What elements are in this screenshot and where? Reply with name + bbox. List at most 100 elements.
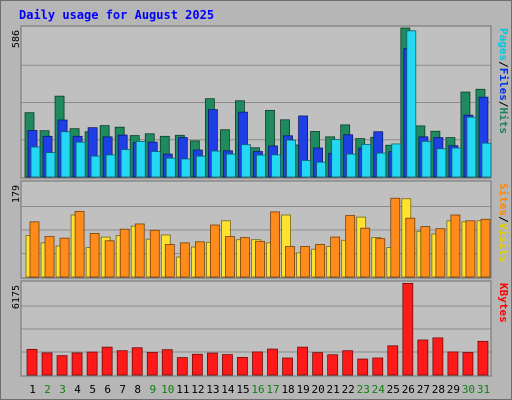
bar-pages-day-1 <box>30 146 41 178</box>
bar-kbytes-day-8 <box>131 347 143 376</box>
day-label-5: 5 <box>89 383 96 396</box>
bar-sites-day-1 <box>29 221 40 278</box>
bar-sites-day-5 <box>89 233 100 278</box>
day-label-8: 8 <box>134 383 141 396</box>
bar-pages-day-31 <box>481 142 492 178</box>
bar-pages-day-3 <box>60 131 71 178</box>
legend-entry: / <box>497 216 510 223</box>
bar-sites-day-13 <box>209 224 220 278</box>
bar-pages-day-22 <box>346 153 357 178</box>
bar-pages-day-21 <box>331 139 342 178</box>
day-label-21: 21 <box>327 383 340 396</box>
series-kbytes <box>26 282 489 376</box>
bar-kbytes-day-17 <box>267 348 278 376</box>
bar-pages-day-11 <box>180 158 191 178</box>
bar-sites-day-11 <box>179 242 190 278</box>
bar-kbytes-day-18 <box>282 357 293 376</box>
bar-pages-day-29 <box>451 147 462 178</box>
day-label-23: 23 <box>357 383 370 396</box>
bar-kbytes-day-5 <box>86 351 98 376</box>
series-pages <box>30 30 492 178</box>
panel-legend: Pages/Files/Hits <box>497 28 510 134</box>
bar-sites-day-16 <box>255 240 265 278</box>
day-label-9: 9 <box>149 383 156 396</box>
panel-max-label: 179 <box>11 185 22 203</box>
bar-kbytes-day-15 <box>237 357 248 376</box>
bar-kbytes-day-14 <box>222 354 233 376</box>
panel-max-label: 6175 <box>11 285 22 309</box>
day-label-1: 1 <box>29 383 36 396</box>
bar-kbytes-day-19 <box>297 346 308 376</box>
day-label-14: 14 <box>221 383 235 396</box>
day-label-7: 7 <box>119 383 126 396</box>
bar-sites-day-25 <box>390 197 401 278</box>
bar-kbytes-day-28 <box>432 337 444 376</box>
bar-sites-day-28 <box>435 228 446 278</box>
panel-max-label: 586 <box>11 30 22 48</box>
day-label-2: 2 <box>44 383 51 396</box>
bar-pages-day-8 <box>135 141 146 178</box>
bar-kbytes-day-7 <box>116 350 128 376</box>
bar-pages-day-19 <box>301 160 311 178</box>
day-label-31: 31 <box>477 383 490 396</box>
bar-kbytes-day-26 <box>402 282 414 376</box>
legend-entry: Sites <box>497 183 510 216</box>
bar-sites-day-26 <box>405 217 416 278</box>
bar-sites-day-10 <box>164 244 175 278</box>
bar-sites-day-6 <box>104 240 115 278</box>
bar-pages-day-6 <box>105 154 116 178</box>
day-label-20: 20 <box>312 383 325 396</box>
legend-entry: Files <box>497 68 510 101</box>
bar-kbytes-day-11 <box>176 357 188 376</box>
legend-entry: Visits <box>497 223 510 263</box>
legend-entry: / <box>497 101 510 108</box>
bar-sites-day-12 <box>194 241 205 278</box>
bar-sites-day-4 <box>74 210 85 278</box>
bar-sites-day-21 <box>330 236 341 278</box>
bar-sites-day-3 <box>59 237 70 278</box>
bar-sites-day-23 <box>360 227 371 278</box>
bar-kbytes-day-10 <box>161 349 173 376</box>
chart-title: Daily usage for August 2025 <box>19 8 214 22</box>
legend-entry: Hits <box>497 108 510 135</box>
bar-pages-day-2 <box>45 152 56 178</box>
bar-kbytes-day-24 <box>372 357 384 376</box>
bar-kbytes-day-13 <box>206 352 218 376</box>
day-label-30: 30 <box>462 383 475 396</box>
day-label-18: 18 <box>281 383 294 396</box>
bar-pages-day-18 <box>286 139 296 178</box>
day-label-26: 26 <box>402 383 415 396</box>
day-label-10: 10 <box>161 383 174 396</box>
bar-pages-day-4 <box>75 141 86 178</box>
bar-pages-day-27 <box>421 141 432 178</box>
bar-pages-day-26 <box>406 30 417 178</box>
bar-sites-day-17 <box>270 211 280 278</box>
bar-sites-day-29 <box>450 214 461 278</box>
bar-pages-day-5 <box>90 155 101 178</box>
day-label-28: 28 <box>432 383 445 396</box>
bar-pages-day-17 <box>271 154 281 178</box>
bar-kbytes-day-20 <box>312 352 324 376</box>
bar-kbytes-day-22 <box>342 350 354 376</box>
day-label-24: 24 <box>372 383 386 396</box>
bar-pages-day-10 <box>165 157 176 178</box>
day-label-13: 13 <box>206 383 219 396</box>
bar-kbytes-day-16 <box>252 351 263 376</box>
bar-pages-day-15 <box>241 144 251 178</box>
bar-sites-day-9 <box>149 229 160 278</box>
bar-sites-day-15 <box>240 237 250 278</box>
panel-legend: Sites/Visits <box>497 183 510 263</box>
day-label-27: 27 <box>417 383 430 396</box>
day-label-15: 15 <box>236 383 249 396</box>
bar-kbytes-day-1 <box>26 348 38 376</box>
bar-sites-day-2 <box>44 236 55 278</box>
legend-entry: / <box>497 61 510 68</box>
bar-sites-day-19 <box>300 246 310 278</box>
panel-legend: KBytes <box>497 283 510 323</box>
day-label-4: 4 <box>74 383 81 396</box>
day-label-19: 19 <box>296 383 309 396</box>
bar-kbytes-day-2 <box>41 352 53 376</box>
bar-kbytes-day-31 <box>477 340 489 376</box>
